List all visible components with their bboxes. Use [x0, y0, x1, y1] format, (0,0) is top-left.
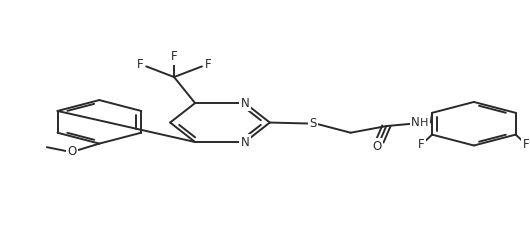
Text: O: O: [67, 145, 77, 158]
Text: N: N: [411, 116, 420, 129]
Text: F: F: [205, 58, 211, 70]
Text: N: N: [241, 97, 249, 109]
Text: S: S: [309, 117, 316, 130]
Text: F: F: [137, 58, 143, 70]
Text: F: F: [171, 50, 178, 64]
Text: N: N: [241, 135, 249, 149]
Text: O: O: [372, 140, 382, 153]
Text: F: F: [523, 138, 529, 151]
Text: F: F: [418, 138, 425, 151]
Text: H: H: [420, 118, 428, 128]
